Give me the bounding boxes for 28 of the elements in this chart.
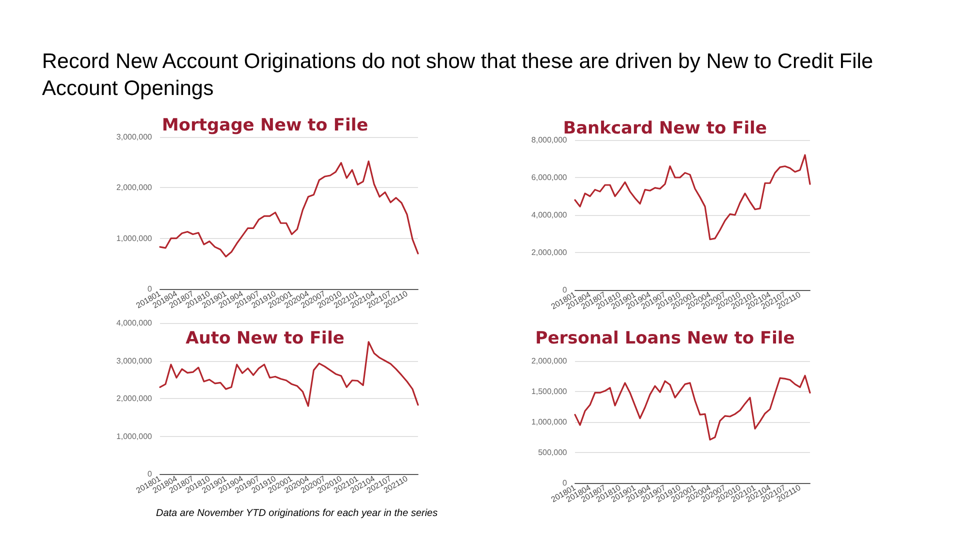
chart-title: Personal Loans New to File — [535, 328, 795, 348]
y-tick-label: 1,000,000 — [116, 432, 153, 441]
y-tick-label: 2,000,000 — [531, 248, 568, 257]
line-series — [574, 154, 811, 240]
text: Record New Account Originations do not show that these are driven by New to Credit File Account Openings — [42, 49, 874, 102]
y-tick-label: 2,000,000 — [116, 183, 153, 192]
y-tick-label: 1,000,000 — [116, 234, 153, 243]
y-tick-label: 4,000,000 — [116, 318, 153, 328]
y-tick-label: 500,000 — [538, 448, 568, 457]
y-tick-label: 0 — [562, 478, 568, 488]
y-tick-label: 8,000,000 — [531, 136, 568, 144]
y-tick-label: 3,000,000 — [116, 356, 153, 366]
y-tick-label: 1,000,000 — [531, 418, 568, 426]
y-tick-label: 0 — [562, 286, 568, 294]
y-tick-label: 2,000,000 — [531, 356, 568, 366]
line-series — [159, 160, 419, 258]
line-series — [574, 374, 811, 440]
chart-title: Auto New to File — [186, 328, 344, 348]
chart-title: Mortgage New to File — [162, 116, 368, 136]
y-tick-label: 4,000,000 — [531, 210, 568, 220]
text: Data are November YTD originations for each year in the series — [156, 508, 438, 519]
y-tick-label: 0 — [148, 470, 153, 478]
y-tick-label: 3,000,000 — [116, 132, 153, 142]
y-tick-label: 0 — [148, 284, 153, 294]
chart-title: Bankcard New to File — [563, 118, 767, 138]
y-tick-label: 6,000,000 — [531, 173, 568, 182]
y-tick-label: 1,500,000 — [531, 387, 568, 396]
y-tick-label: 2,000,000 — [116, 394, 153, 403]
